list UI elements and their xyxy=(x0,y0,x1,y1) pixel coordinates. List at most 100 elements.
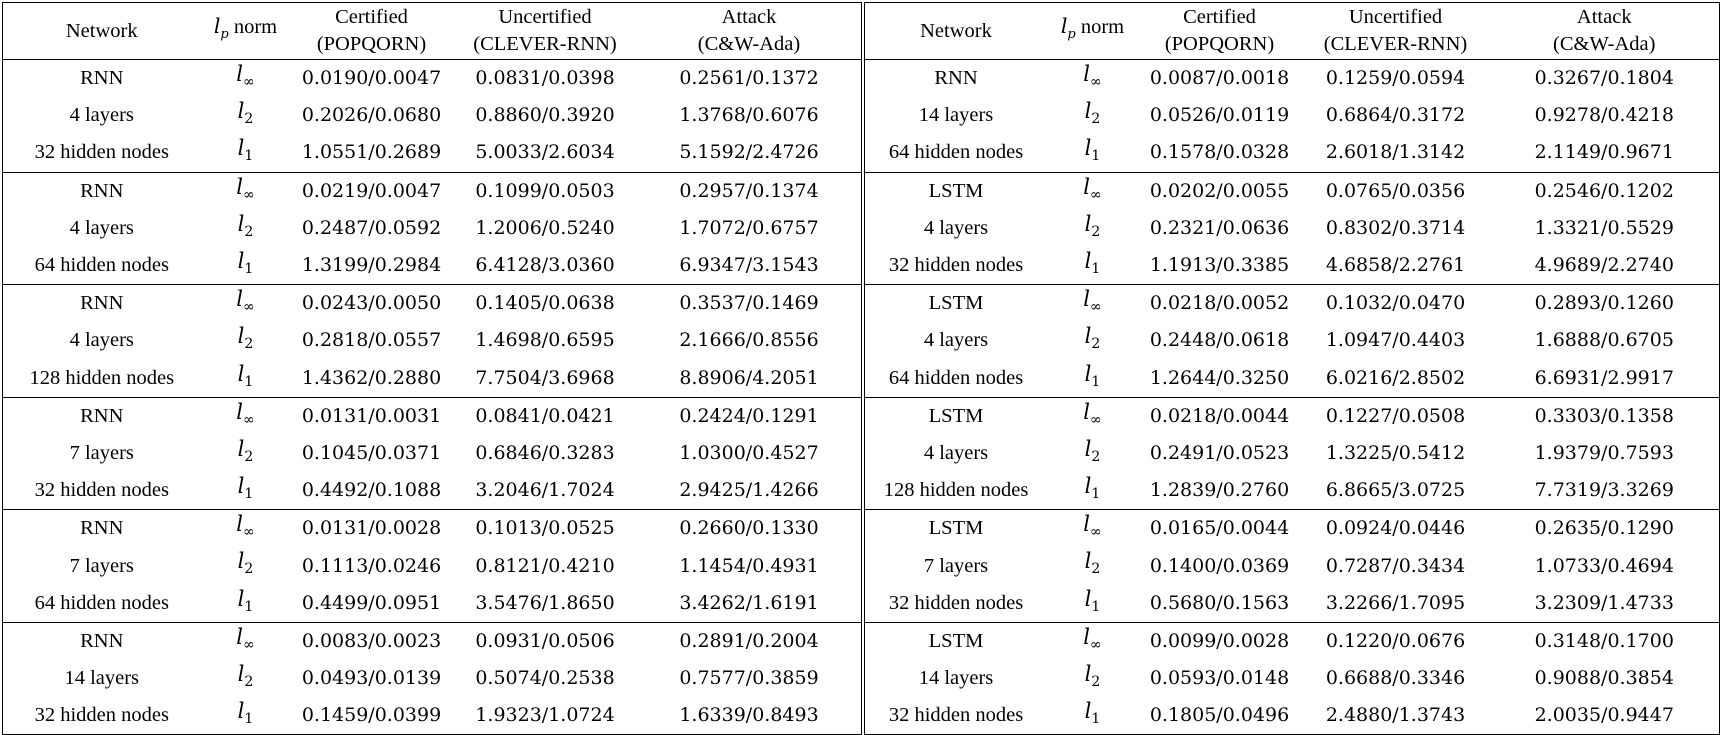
norm-cell: l1 xyxy=(1047,246,1138,286)
network-cell-left: 7 layers xyxy=(2,434,201,473)
certified-value-cell: 0.0493/0.0139 xyxy=(301,667,442,690)
attack-value-cell: 4.9689/2.2740 xyxy=(1489,246,1720,286)
certified-value-cell: 0.0131/0.0028 xyxy=(301,517,442,540)
network-cell-left: 4 layers xyxy=(2,97,201,135)
uncertified-value-cell: 0.6846/0.3283 xyxy=(475,441,615,464)
certified-value-cell: 0.0218/0.0044 xyxy=(1149,404,1290,427)
header-attack-left: Attack (C&W-Ada) xyxy=(637,2,865,60)
norm-symbol: lp xyxy=(214,14,229,42)
certified-value-cell: 1.4362/0.2880 xyxy=(290,359,453,398)
certified-value-cell: 0.0243/0.0050 xyxy=(301,292,442,315)
header-norm-left: lp norm xyxy=(200,2,291,60)
norm-sub: 2 xyxy=(244,223,254,240)
attack-value-cell: 1.6888/0.6705 xyxy=(1489,322,1720,360)
certified-value-cell: 0.0099/0.0028 xyxy=(1149,629,1290,652)
table-row: 128 hidden nodes l1 1.4362/0.2880 7.7504/3.… xyxy=(2,359,1720,398)
uncertified-value-cell: 1.0947/0.4403 xyxy=(1325,329,1466,352)
table-row: RNN l∞ 0.0190/0.0047 0.0831/0.0398 0.2561/0.… xyxy=(2,59,1720,98)
norm-cell: l∞ xyxy=(201,60,291,98)
network-cell-left: RNN xyxy=(2,509,201,548)
certified-value-cell: 1.2839/0.2760 xyxy=(1137,472,1302,511)
uncertified-value-cell: 3.2046/1.7024 xyxy=(452,472,638,511)
table-row: RNN l∞ 0.0083/0.0023 0.0931/0.0506 0.2891/0.… xyxy=(2,622,1720,660)
uncertified-value-cell: 3.5476/1.8650 xyxy=(452,584,638,623)
uncertified-value-cell: 0.1032/0.0470 xyxy=(1325,292,1466,315)
network-cell-left: 32 hidden nodes xyxy=(2,134,201,173)
norm-symbol: l1 xyxy=(1085,362,1101,390)
uncertified-value-cell: 0.1227/0.0508 xyxy=(1325,404,1466,427)
table-row: 4 layers l2 0.2026/0.0680 0.8860/0.3920 1.37… xyxy=(2,97,1720,135)
attack-value-cell: 1.3768/0.6076 xyxy=(637,97,865,135)
header-row: Network lp norm Certified (POPQORN) Uncer… xyxy=(2,2,1720,60)
norm-symbol: l∞ xyxy=(1083,62,1101,90)
norm-cell: l∞ xyxy=(1048,172,1138,210)
norm-var: l xyxy=(1084,699,1092,724)
norm-cell: l1 xyxy=(1047,134,1138,173)
norm-var: l xyxy=(236,624,244,649)
uncertified-label: Uncertified xyxy=(498,6,592,28)
header-uncertified-right: Uncertified (CLEVER-RNN) xyxy=(1301,2,1490,60)
table-row: RNN l∞ 0.0243/0.0050 0.1405/0.0638 0.3537/0.… xyxy=(2,284,1720,323)
network-cell-right: 64 hidden nodes xyxy=(862,359,1048,398)
norm-cell: l2 xyxy=(201,210,291,247)
norm-var: l xyxy=(1084,136,1092,161)
uncertified-value-cell: 1.2006/0.5240 xyxy=(475,216,615,239)
norm-symbol: l2 xyxy=(1085,99,1101,127)
attack-value-cell: 6.6931/2.9917 xyxy=(1489,359,1720,398)
norm-var: l xyxy=(1084,474,1092,499)
norm-sub: ∞ xyxy=(243,299,255,316)
network-cell-left: RNN xyxy=(2,59,201,98)
attack-value-cell: 0.3267/0.1804 xyxy=(1489,59,1720,98)
header-network-right: Network xyxy=(862,2,1048,60)
norm-cell: l∞ xyxy=(201,622,291,660)
norm-symbol: l2 xyxy=(238,212,254,240)
network-cell-left: 64 hidden nodes xyxy=(2,584,201,623)
norm-var: l xyxy=(236,174,244,199)
norm-var: l xyxy=(237,549,245,574)
certified-value-cell: 1.2644/0.3250 xyxy=(1137,359,1302,398)
norm-symbol: l1 xyxy=(237,586,254,615)
certified-value-cell: 0.0202/0.0055 xyxy=(1149,179,1290,202)
norm-var: l xyxy=(1083,62,1091,86)
norm-sub: 1 xyxy=(244,148,254,165)
network-cell-right: LSTM xyxy=(928,629,984,652)
network-cell-right: 32 hidden nodes xyxy=(862,246,1048,286)
network-cell-left: RNN xyxy=(2,172,201,210)
attack-value-cell: 6.9347/3.1543 xyxy=(637,246,865,286)
network-cell-right: 4 layers xyxy=(923,441,989,464)
norm-sub: 1 xyxy=(1091,373,1101,390)
norm-cell: l1 xyxy=(1047,359,1138,398)
certified-value-cell: 1.0551/0.2689 xyxy=(290,134,453,173)
certified-value-cell: 0.4492/0.1088 xyxy=(290,472,453,511)
attack-value-cell: 0.2891/0.2004 xyxy=(637,622,865,660)
norm-symbol: l∞ xyxy=(236,624,254,653)
uncertified-value-cell: 0.1013/0.0525 xyxy=(475,517,615,540)
attack-value-cell: 1.3321/0.5529 xyxy=(1489,209,1720,247)
uncertified-label: Uncertified xyxy=(1348,6,1443,28)
norm-sub: ∞ xyxy=(243,411,255,428)
certified-value-cell: 0.2818/0.0557 xyxy=(301,329,442,352)
uncertified-sublabel: (CLEVER-RNN) xyxy=(473,33,617,55)
uncertified-value-cell: 0.5074/0.2538 xyxy=(475,667,615,690)
uncertified-value-cell: 0.0841/0.0421 xyxy=(475,404,615,427)
norm-symbol: l2 xyxy=(1085,662,1101,690)
certified-value-cell: 0.1578/0.0328 xyxy=(1137,134,1302,173)
norm-var: l xyxy=(1084,436,1092,461)
network-cell-right: 4 layers xyxy=(923,216,989,239)
norm-cell: l1 xyxy=(1047,472,1138,511)
norm-var: l xyxy=(237,586,245,611)
network-cell-left: 7 layers xyxy=(2,547,201,585)
network-cell-left: 4 layers xyxy=(2,209,201,247)
uncertified-value-cell: 0.0831/0.0398 xyxy=(475,67,615,90)
table-row: RNN l∞ 0.0219/0.0047 0.1099/0.0503 0.2957/0.… xyxy=(2,172,1720,210)
norm-var: l xyxy=(1083,512,1091,537)
certified-value-cell: 0.0526/0.0119 xyxy=(1149,104,1290,127)
norm-sub: p xyxy=(1067,27,1076,43)
attack-value-cell: 0.3148/0.1700 xyxy=(1489,622,1720,660)
certified-sublabel: (POPQORN) xyxy=(316,33,427,55)
norm-symbol: l1 xyxy=(238,474,254,502)
norm-var: l xyxy=(236,512,244,537)
table-row: 14 layers l2 0.0493/0.0139 0.5074/0.2538 0.7… xyxy=(2,660,1720,698)
uncertified-value-cell: 6.0216/2.8502 xyxy=(1301,359,1490,398)
attack-value-cell: 0.9278/0.4218 xyxy=(1489,97,1720,135)
